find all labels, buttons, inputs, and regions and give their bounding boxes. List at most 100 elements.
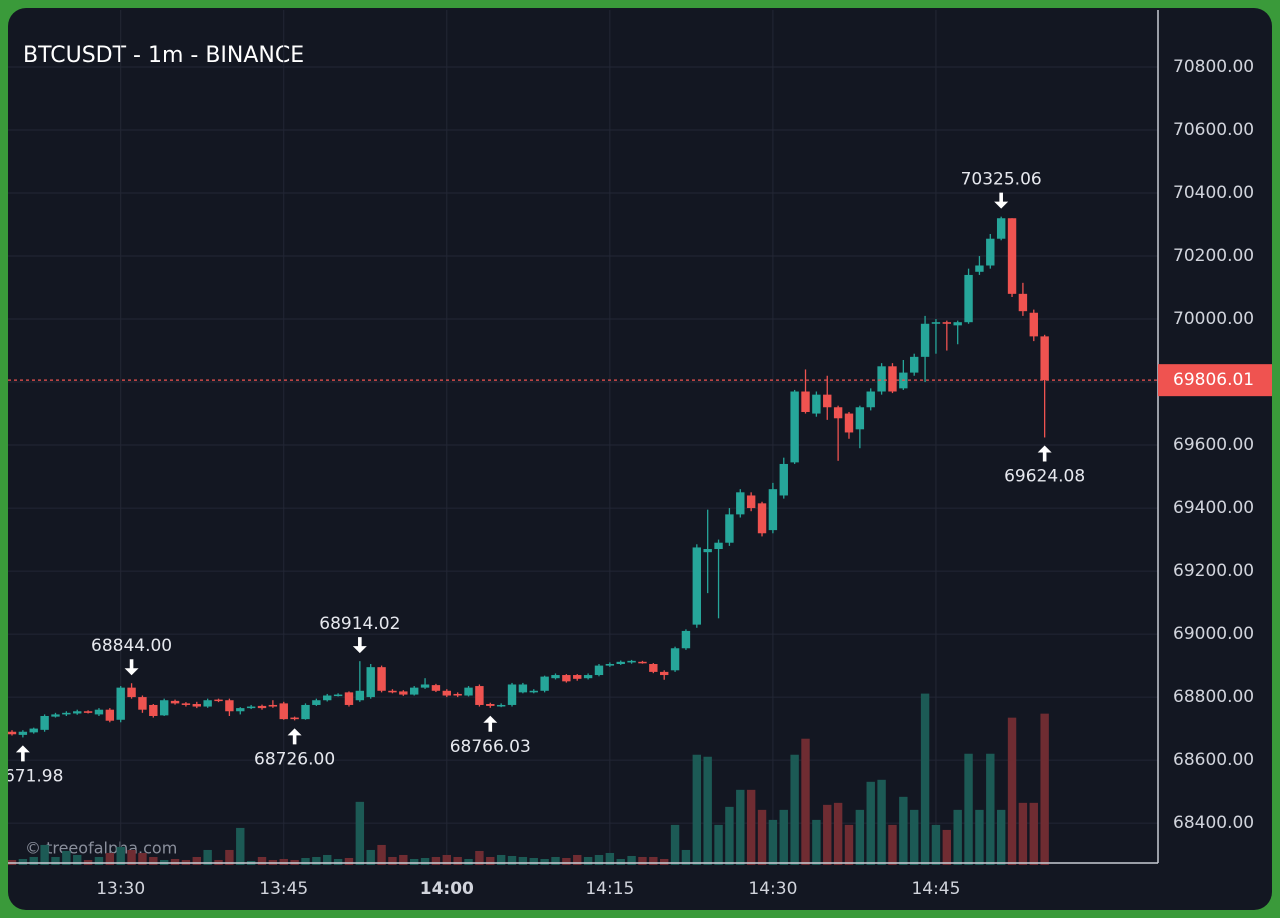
volume-bar	[323, 854, 332, 865]
candle-body	[62, 712, 71, 715]
volume-bar	[1018, 802, 1028, 865]
candle-body	[801, 391, 810, 412]
candle-body	[355, 690, 365, 701]
x-tick-label: 14:30	[748, 879, 797, 899]
candle-body	[290, 717, 299, 720]
volume-bar	[518, 856, 528, 865]
candle-body	[18, 731, 28, 735]
volume-bar	[529, 857, 538, 865]
volume-bar	[605, 852, 615, 865]
volume-bar	[366, 849, 375, 865]
candle-body	[964, 274, 973, 323]
volume-bar	[551, 856, 560, 865]
candle-body	[779, 463, 788, 496]
volume-bar	[844, 824, 854, 865]
candle-body	[94, 709, 104, 715]
candle-body	[181, 703, 191, 705]
candle-body	[279, 703, 288, 720]
candle-body	[507, 684, 517, 705]
volume-bar	[670, 824, 680, 865]
candle-body	[996, 218, 1006, 239]
annotation-label: 68766.03	[450, 737, 531, 757]
y-tick-label: 70800.00	[1173, 57, 1254, 77]
volume-bar	[409, 858, 419, 865]
candle-body	[149, 704, 158, 716]
candle-body	[649, 664, 658, 672]
volume-bar	[388, 856, 397, 865]
volume-bar	[910, 809, 919, 865]
volume-bar	[757, 809, 767, 865]
candle-body	[910, 356, 919, 373]
volume-bar	[681, 849, 691, 865]
volume-bar	[1007, 717, 1017, 865]
volume-bar	[779, 809, 788, 865]
volume-bar	[823, 804, 832, 865]
candle-body	[257, 705, 267, 709]
volume-bar	[649, 856, 658, 865]
volume-bar	[573, 854, 582, 865]
candle-body	[312, 700, 321, 705]
y-tick-label: 68800.00	[1173, 687, 1254, 707]
candle-body	[453, 693, 462, 696]
candle-body	[551, 675, 560, 679]
volume-bar	[51, 856, 60, 865]
candle-body	[301, 704, 310, 720]
chart-title: BTCUSDT - 1m - BINANCE	[23, 43, 304, 68]
candle-body	[757, 503, 767, 534]
candle-body	[116, 687, 125, 720]
volume-bar	[540, 858, 549, 865]
annotation-label: 68844.00	[91, 636, 172, 656]
candle-body	[540, 676, 549, 691]
candle-body	[681, 630, 691, 649]
candle-body	[420, 684, 430, 688]
volume-bar	[116, 846, 125, 865]
candle-body	[377, 667, 386, 691]
volume-bar	[442, 854, 451, 865]
candle-body	[127, 687, 136, 698]
y-tick-label: 69000.00	[1173, 624, 1254, 644]
candle-body	[236, 708, 245, 712]
volume-bar	[725, 806, 734, 865]
candle-body	[138, 697, 147, 710]
volume-bar	[203, 849, 212, 865]
volume-bar	[399, 854, 408, 865]
candle-body	[83, 711, 93, 713]
candle-body	[920, 323, 930, 357]
volume-bar	[931, 824, 941, 865]
chart-panel	[8, 8, 1272, 910]
candle-body	[953, 322, 962, 326]
volume-bar	[1040, 713, 1049, 865]
volume-bar	[105, 852, 115, 865]
volume-bar	[703, 756, 712, 865]
candle-body	[833, 407, 843, 419]
candle-body	[616, 661, 625, 665]
annotation-arrow	[994, 192, 1009, 209]
volume-bar	[790, 754, 799, 865]
volume-bar	[801, 738, 810, 865]
candle-body	[627, 660, 636, 663]
candle-body	[529, 690, 538, 693]
candle-body	[1029, 312, 1038, 337]
x-tick-label: 13:45	[259, 879, 308, 899]
candle-body	[40, 715, 49, 730]
volume-bar	[746, 789, 756, 865]
volume-bar	[638, 856, 647, 865]
volume-bar	[583, 856, 593, 865]
volume-bar	[170, 858, 180, 865]
candle-body	[670, 648, 680, 671]
candle-body	[1007, 218, 1017, 294]
volume-bar	[464, 858, 473, 865]
volume-bar	[496, 854, 506, 865]
volume-bar	[975, 809, 984, 865]
volume-bar	[942, 829, 952, 865]
x-tick-label: 14:45	[911, 879, 960, 899]
candle-body	[323, 695, 332, 701]
volume-bar	[225, 849, 234, 865]
y-tick-label: 68400.00	[1173, 813, 1254, 833]
volume-bar	[192, 856, 201, 865]
last-price-badge	[1158, 364, 1272, 397]
candle-body	[573, 675, 582, 679]
candle-body	[594, 665, 604, 676]
